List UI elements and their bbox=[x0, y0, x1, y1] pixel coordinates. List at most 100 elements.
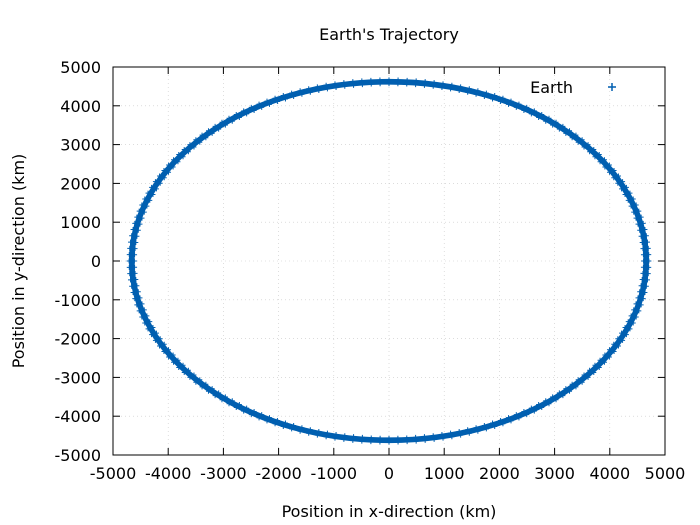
earth-point bbox=[181, 370, 187, 376]
earth-point bbox=[264, 98, 270, 104]
earth-point bbox=[126, 264, 132, 270]
x-tick-label: 2000 bbox=[479, 464, 520, 483]
earth-point bbox=[359, 438, 365, 444]
earth-point bbox=[625, 319, 631, 325]
earth-point bbox=[147, 325, 153, 331]
earth-point bbox=[638, 302, 644, 308]
earth-point bbox=[615, 173, 621, 179]
legend-plus-icon bbox=[608, 83, 616, 91]
earth-point bbox=[161, 349, 167, 355]
earth-point bbox=[524, 412, 530, 418]
earth-point bbox=[173, 358, 179, 364]
x-tick-label: 5000 bbox=[645, 464, 686, 483]
earth-point bbox=[142, 320, 148, 326]
x-axis-title: Position in x-direction (km) bbox=[282, 502, 497, 521]
earth-point bbox=[613, 342, 619, 348]
earth-point bbox=[599, 158, 605, 164]
y-tick-label: 3000 bbox=[60, 136, 101, 155]
earth-point bbox=[272, 421, 278, 427]
earth-point bbox=[132, 220, 138, 226]
earth-point bbox=[130, 289, 136, 295]
earth-point bbox=[248, 104, 254, 110]
earth-point bbox=[134, 214, 140, 220]
x-tick-label: -5000 bbox=[90, 464, 137, 483]
earth-point bbox=[622, 324, 628, 330]
earth-point bbox=[625, 325, 631, 331]
earth-point bbox=[368, 77, 374, 83]
earth-point bbox=[199, 384, 205, 390]
y-tick-label: -3000 bbox=[55, 368, 102, 387]
earth-point bbox=[144, 319, 150, 325]
earth-point bbox=[620, 337, 626, 343]
earth-point bbox=[226, 115, 232, 121]
earth-point bbox=[539, 405, 545, 411]
earth-point bbox=[553, 119, 559, 125]
earth-point bbox=[627, 190, 633, 196]
earth-point bbox=[422, 79, 428, 85]
earth-point bbox=[386, 439, 392, 445]
earth-point bbox=[150, 324, 156, 330]
earth-point bbox=[161, 341, 167, 347]
earth-point bbox=[377, 77, 383, 83]
earth-point bbox=[226, 401, 232, 407]
earth-point bbox=[524, 104, 530, 110]
y-tick-label: -4000 bbox=[55, 407, 102, 426]
earth-point bbox=[615, 180, 621, 186]
earth-point bbox=[516, 415, 522, 421]
earth-point bbox=[163, 348, 169, 354]
earth-point bbox=[289, 426, 295, 432]
earth-point bbox=[129, 233, 135, 239]
earth-point bbox=[187, 142, 193, 148]
earth-point bbox=[145, 190, 151, 196]
earth-point bbox=[157, 180, 163, 186]
chart-title: Earth's Trajectory bbox=[319, 25, 459, 44]
earth-point bbox=[212, 123, 218, 129]
earth-point bbox=[604, 353, 610, 359]
earth-point bbox=[633, 307, 639, 313]
earth-point bbox=[622, 192, 628, 198]
earth-point bbox=[289, 90, 295, 96]
earth-point bbox=[591, 370, 597, 376]
earth-point bbox=[350, 437, 356, 443]
earth-point bbox=[560, 393, 566, 399]
earth-point bbox=[609, 168, 615, 174]
earth-point bbox=[500, 95, 506, 101]
earth-point bbox=[132, 296, 138, 302]
earth-point bbox=[314, 84, 320, 90]
earth-point bbox=[567, 128, 573, 134]
series-earth bbox=[126, 77, 652, 445]
earth-point bbox=[144, 197, 150, 203]
earth-point bbox=[623, 332, 629, 338]
earth-point bbox=[597, 159, 603, 165]
earth-point bbox=[233, 111, 239, 117]
y-tick-labels: -5000 -4000 -3000 -2000 -1000 0 1000 2000 3000 40… bbox=[55, 58, 102, 465]
earth-point bbox=[341, 80, 347, 86]
earth-point bbox=[241, 408, 247, 414]
earth-point bbox=[619, 186, 625, 192]
earth-point bbox=[601, 359, 607, 365]
earth-point bbox=[431, 80, 437, 86]
earth-point bbox=[175, 159, 181, 165]
earth-point bbox=[153, 330, 159, 336]
earth-point bbox=[147, 191, 153, 197]
earth-point bbox=[127, 271, 133, 277]
earth-point bbox=[161, 167, 167, 173]
earth-point bbox=[175, 357, 181, 363]
x-tick-label: 4000 bbox=[589, 464, 630, 483]
earth-point bbox=[134, 302, 140, 308]
earth-point bbox=[153, 186, 159, 192]
earth-point bbox=[136, 208, 142, 214]
y-tick-label: 5000 bbox=[60, 58, 101, 77]
earth-point bbox=[150, 192, 156, 198]
earth-point bbox=[597, 357, 603, 363]
earth-point bbox=[139, 314, 145, 320]
earth-point bbox=[126, 258, 132, 264]
earth-point bbox=[628, 313, 634, 319]
earth-point bbox=[601, 157, 607, 163]
legend: Earth bbox=[530, 78, 616, 97]
earth-point bbox=[323, 434, 329, 440]
x-tick-label: -2000 bbox=[255, 464, 302, 483]
earth-point bbox=[630, 320, 636, 326]
earth-point bbox=[161, 175, 167, 181]
earth-point bbox=[152, 179, 158, 185]
